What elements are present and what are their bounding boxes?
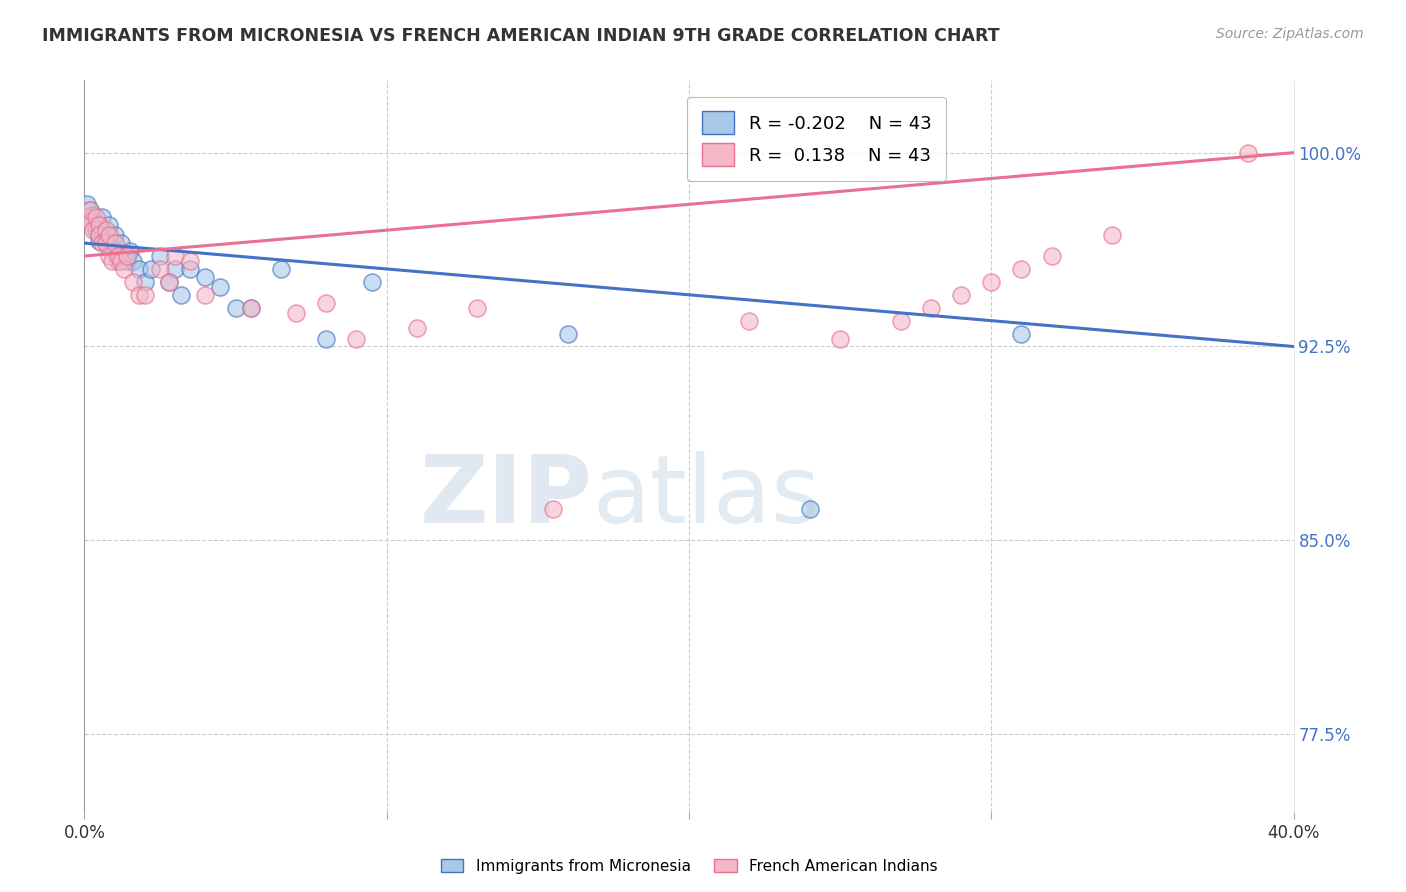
Point [128, 262, 150, 277]
Point [94, 228, 117, 243]
Point [157, 275, 180, 289]
Point [97, 218, 120, 232]
Point [104, 244, 127, 258]
Point [139, 262, 162, 277]
Point [107, 249, 129, 263]
Text: atlas: atlas [592, 451, 821, 543]
Point [194, 287, 217, 301]
Point [112, 249, 135, 263]
Point [118, 244, 141, 258]
Point [89, 228, 111, 243]
Point [134, 287, 156, 301]
Point [406, 321, 429, 335]
Point [104, 228, 127, 243]
Point [830, 332, 852, 346]
Text: IMMIGRANTS FROM MICRONESIA VS FRENCH AMERICAN INDIAN 9TH GRADE CORRELATION CHART: IMMIGRANTS FROM MICRONESIA VS FRENCH AME… [42, 27, 1000, 45]
Point [209, 280, 232, 294]
Point [97, 231, 120, 245]
Point [91, 223, 114, 237]
Point [107, 249, 129, 263]
Text: ZIP: ZIP [419, 451, 592, 543]
Point [1101, 228, 1123, 243]
Point [76, 197, 98, 211]
Point [94, 236, 117, 251]
Point [315, 295, 337, 310]
Point [890, 313, 912, 327]
Point [165, 262, 187, 277]
Point [82, 223, 104, 237]
Point [82, 208, 104, 222]
Point [157, 275, 180, 289]
Point [950, 287, 973, 301]
Point [1011, 326, 1033, 341]
Point [799, 502, 821, 516]
Point [239, 301, 262, 315]
Point [170, 287, 193, 301]
Point [165, 249, 187, 263]
Point [285, 306, 308, 320]
Point [115, 249, 138, 263]
Point [149, 262, 172, 277]
Point [115, 254, 138, 268]
Point [346, 332, 368, 346]
Point [79, 215, 101, 229]
Point [179, 262, 201, 277]
Point [104, 236, 127, 251]
Point [76, 211, 98, 225]
Point [360, 275, 382, 289]
Point [467, 301, 489, 315]
Point [110, 254, 132, 268]
Legend: Immigrants from Micronesia, French American Indians: Immigrants from Micronesia, French Ameri… [434, 853, 943, 880]
Legend: R = -0.202    N = 43, R =  0.138    N = 43: R = -0.202 N = 43, R = 0.138 N = 43 [688, 96, 946, 181]
Point [100, 236, 122, 251]
Point [149, 249, 172, 263]
Point [541, 502, 564, 516]
Point [194, 269, 217, 284]
Point [94, 223, 117, 237]
Point [79, 202, 101, 217]
Point [134, 275, 156, 289]
Point [557, 326, 579, 341]
Point [920, 301, 942, 315]
Point [97, 228, 120, 243]
Point [225, 301, 247, 315]
Point [121, 275, 143, 289]
Point [315, 332, 337, 346]
Point [239, 301, 262, 315]
Point [107, 254, 129, 268]
Point [91, 236, 114, 251]
Point [1011, 262, 1033, 277]
Point [1040, 249, 1063, 263]
Point [82, 212, 104, 227]
Point [86, 223, 108, 237]
Point [100, 254, 122, 268]
Point [738, 313, 761, 327]
Point [86, 211, 108, 225]
Point [97, 249, 120, 263]
Point [121, 254, 143, 268]
Point [79, 202, 101, 217]
Point [91, 211, 114, 225]
Point [980, 275, 1002, 289]
Point [179, 254, 201, 268]
Point [94, 236, 117, 251]
Point [128, 287, 150, 301]
Point [86, 218, 108, 232]
Point [100, 241, 122, 255]
Point [89, 228, 111, 243]
Point [112, 262, 135, 277]
Text: Source: ZipAtlas.com: Source: ZipAtlas.com [1216, 27, 1364, 41]
Point [1237, 145, 1260, 160]
Point [110, 236, 132, 251]
Point [89, 218, 111, 232]
Point [270, 262, 292, 277]
Point [89, 234, 111, 248]
